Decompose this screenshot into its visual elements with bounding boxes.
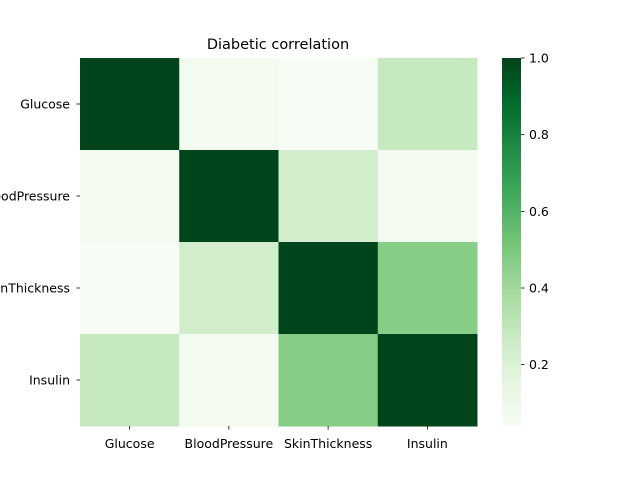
- colorbar-tick-label: 0.8: [529, 127, 549, 142]
- heatmap-cell-1-0: [80, 150, 180, 243]
- y-tick-label: Insulin: [29, 373, 70, 388]
- heatmap-cell-2-0: [80, 242, 180, 335]
- x-tick-label: SkinThickness: [284, 436, 372, 451]
- heatmap-cell-0-2: [278, 58, 379, 151]
- heatmap-cells: [80, 58, 478, 427]
- y-tick-labels: Glucose BloodPressure SkinThickness Insulin: [0, 97, 80, 388]
- heatmap-cell-3-3: [377, 334, 478, 427]
- heatmap-cell-2-2: [278, 242, 379, 335]
- y-tick-label: SkinThickness: [0, 281, 70, 296]
- y-tick-label: Glucose: [20, 97, 70, 112]
- x-tick-label: BloodPressure: [185, 436, 274, 451]
- heatmap-cell-1-2: [278, 150, 379, 243]
- heatmap-cell-3-2: [278, 334, 379, 427]
- colorbar-ticks: 0.2 0.4 0.6 0.8 1.0: [521, 51, 549, 372]
- heatmap-cell-0-3: [377, 58, 478, 151]
- colorbar-tick-label: 1.0: [529, 51, 549, 66]
- x-tick-label: Insulin: [407, 436, 448, 451]
- heatmap-cell-2-1: [179, 242, 279, 335]
- colorbar-tick-label: 0.4: [529, 281, 549, 296]
- heatmap-cell-1-3: [377, 150, 478, 243]
- heatmap-cell-1-1: [179, 150, 279, 243]
- colorbar-tick-label: 0.6: [529, 204, 549, 219]
- x-tick-label: Glucose: [105, 436, 155, 451]
- colorbar-tick-label: 0.2: [529, 357, 549, 372]
- heatmap-cell-3-0: [80, 334, 180, 427]
- heatmap-cell-2-3: [377, 242, 478, 335]
- heatmap-cell-0-1: [179, 58, 279, 151]
- colorbar: [502, 58, 521, 426]
- x-tick-labels: Glucose BloodPressure SkinThickness Insulin: [105, 426, 448, 451]
- heatmap-cell-0-0: [80, 58, 180, 151]
- chart-title: Diabetic correlation: [207, 37, 349, 53]
- heatmap-cell-3-1: [179, 334, 279, 427]
- y-tick-label: BloodPressure: [0, 189, 70, 204]
